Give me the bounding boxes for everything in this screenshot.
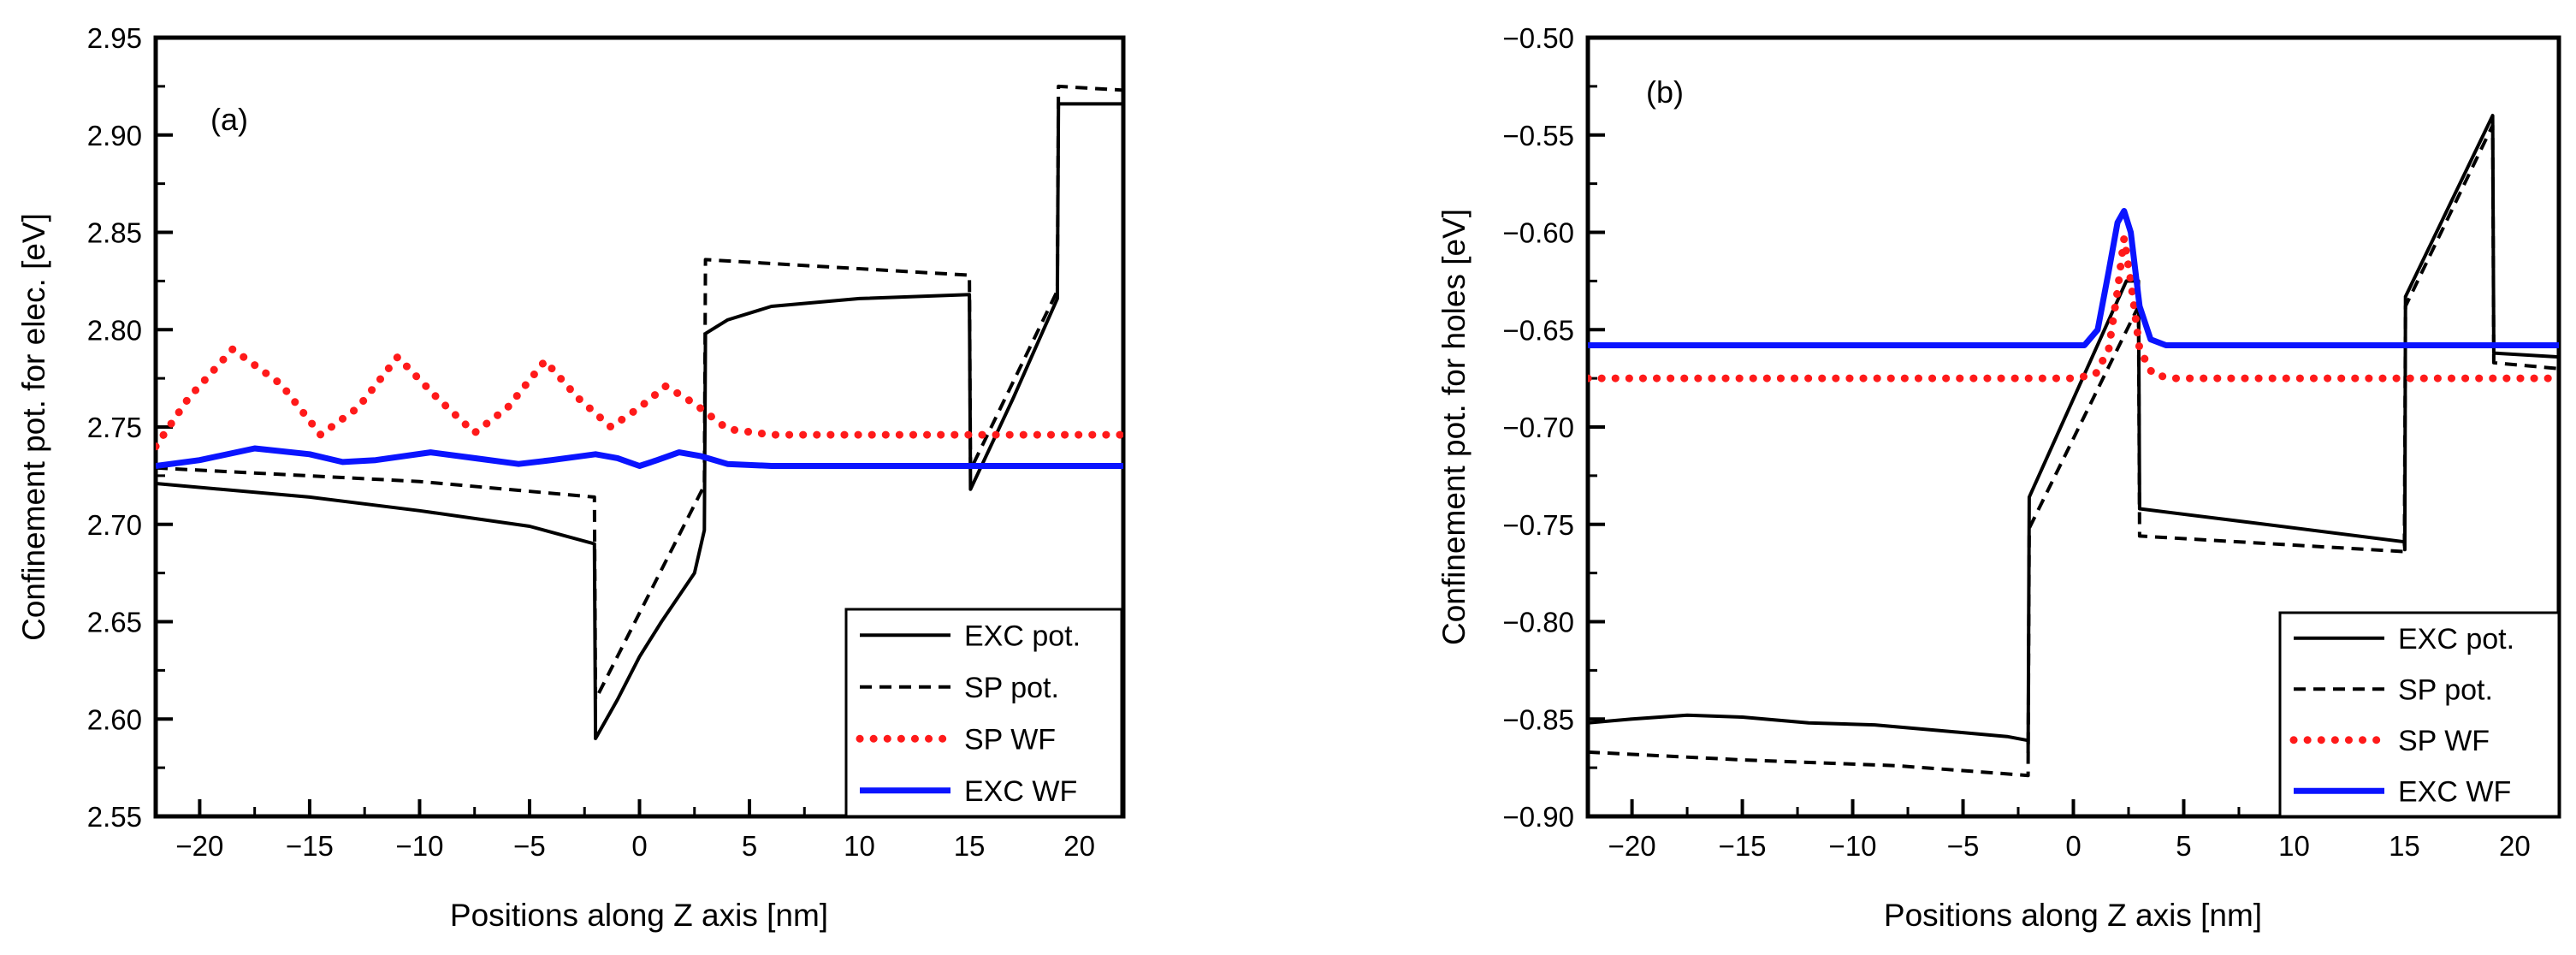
panel-b: −20 −15 −10 −5 0 5 10 15 20 −0.90 −0.85 −0.80 −0.75 −… — [1436, 22, 2561, 933]
tick-labels-b: −20 −15 −10 −5 0 5 10 15 20 −0.90 −0.85 −0.80 −0.75 −… — [1503, 22, 2531, 862]
y-tick-label-b: −0.65 — [1503, 314, 1575, 346]
legend-box-a — [844, 608, 1123, 818]
x-tick-label-b: 20 — [2499, 830, 2531, 862]
y-tick-label-a: 2.65 — [87, 607, 142, 638]
legend-label-a: EXC pot. — [964, 620, 1081, 652]
x-tick-label-b: 10 — [2278, 830, 2310, 862]
y-tick-label-a: 2.90 — [87, 120, 142, 151]
series-layer-a — [156, 84, 1123, 740]
x-tick-label-b: 15 — [2389, 830, 2420, 862]
y-axis-title-a: Confinement pot. for elec. [eV] — [16, 213, 51, 641]
legend-b: EXC pot. SP pot. SP WF EXC WF — [2278, 611, 2561, 818]
y-tick-label-a: 2.75 — [87, 412, 142, 443]
x-tick-label-b: 5 — [2176, 830, 2191, 862]
legend-label-b: SP pot. — [2398, 673, 2493, 706]
legend-label-a: EXC WF — [964, 775, 1077, 808]
y-tick-label-b: −0.90 — [1503, 801, 1575, 833]
x-tick-label-a: 10 — [844, 830, 875, 862]
y-tick-label-a: 2.85 — [87, 217, 142, 249]
x-tick-label-b: −20 — [1608, 830, 1656, 862]
x-axis-title-a: Positions along Z axis [nm] — [450, 898, 828, 933]
panel-label-b: (b) — [1646, 74, 1684, 110]
y-tick-label-b: −0.55 — [1503, 120, 1575, 151]
y-tick-label-a: 2.60 — [87, 703, 142, 735]
legend-label-a: SP pot. — [964, 672, 1059, 704]
x-tick-label-a: 20 — [1063, 830, 1095, 862]
y-tick-label-b: −0.70 — [1503, 412, 1575, 443]
panel-label-a: (a) — [210, 102, 248, 137]
legend-label-b: EXC pot. — [2398, 623, 2514, 655]
x-tick-label-b: −10 — [1829, 830, 1877, 862]
y-tick-label-a: 2.70 — [87, 509, 142, 541]
x-tick-label-a: −5 — [513, 830, 546, 862]
series-line-exc-pot-a — [156, 102, 1123, 740]
x-axis-title-b: Positions along Z axis [nm] — [1884, 898, 2262, 933]
series-line-sp-wf-a — [156, 345, 1123, 451]
x-tick-label-b: −15 — [1719, 830, 1767, 862]
legend-a: EXC pot. SP pot. SP WF EXC WF — [844, 608, 1123, 818]
x-tick-label-a: −10 — [395, 830, 443, 862]
x-tick-label-a: 15 — [954, 830, 986, 862]
legend-box-b — [2278, 611, 2561, 818]
y-tick-label-b: −0.80 — [1503, 607, 1575, 638]
x-tick-label-a: −15 — [286, 830, 334, 862]
series-line-sp-pot-a — [156, 84, 1123, 702]
legend-label-a: SP WF — [964, 723, 1056, 756]
series-line-exc-pot-b — [1588, 114, 2559, 754]
series-line-exc-wf-a — [156, 445, 1123, 469]
legend-label-b: SP WF — [2398, 725, 2490, 757]
x-tick-label-b: 0 — [2065, 830, 2081, 862]
tick-marks-b — [1588, 36, 2517, 818]
tick-labels-a: −20 −15 −10 −5 0 5 10 15 20 2.55 2.60 2.65 2.70 2.75 2… — [87, 22, 1095, 862]
series-line-exc-wf-b — [1588, 208, 2559, 348]
y-tick-label-b: −0.60 — [1503, 217, 1575, 249]
panel-a: −20 −15 −10 −5 0 5 10 15 20 2.55 2.60 2.65 2.70 2.75 2… — [16, 22, 1126, 933]
y-axis-title-b: Confinement pot. for holes [eV] — [1436, 209, 1472, 645]
y-tick-label-a: 2.55 — [87, 801, 142, 833]
series-layer-b — [1588, 114, 2559, 778]
x-tick-label-b: −5 — [1947, 830, 1980, 862]
x-tick-label-a: 0 — [631, 830, 647, 862]
y-tick-label-b: −0.85 — [1503, 703, 1575, 735]
y-tick-label-b: −0.50 — [1503, 22, 1575, 54]
y-tick-label-a: 2.80 — [87, 314, 142, 346]
legend-label-b: EXC WF — [2398, 775, 2511, 808]
x-tick-label-a: 5 — [742, 830, 757, 862]
y-tick-label-b: −0.75 — [1503, 509, 1575, 541]
x-tick-label-a: −20 — [175, 830, 223, 862]
series-line-sp-wf-b — [1588, 234, 2559, 383]
y-tick-label-a: 2.95 — [87, 22, 142, 54]
